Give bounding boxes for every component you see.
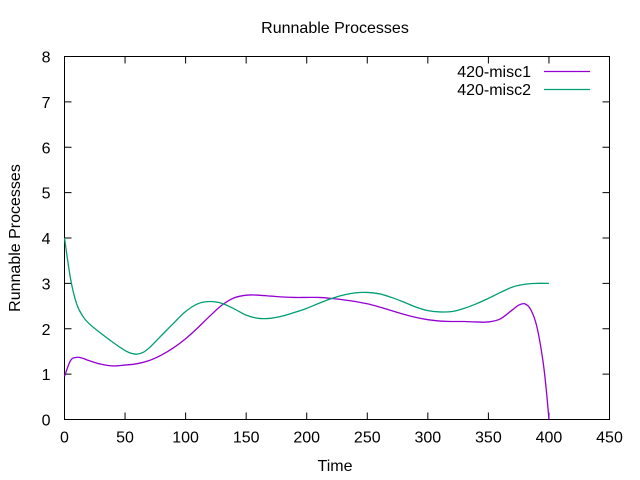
y-tick-label: 0 xyxy=(42,413,51,430)
x-tick-label: 100 xyxy=(172,430,199,447)
x-tick-label: 250 xyxy=(354,430,381,447)
y-tick-label: 6 xyxy=(42,140,51,157)
x-tick-label: 350 xyxy=(475,430,502,447)
series-line-2 xyxy=(63,237,549,355)
axis-ticks xyxy=(64,56,610,420)
x-tick-label: 150 xyxy=(233,430,260,447)
y-tick-label: 2 xyxy=(42,322,51,339)
x-tick-label: 200 xyxy=(293,430,320,447)
y-tick-label: 5 xyxy=(42,186,51,203)
x-tick-label: 50 xyxy=(116,430,134,447)
y-tick-labels: 0 1 2 3 4 5 6 7 8 xyxy=(42,50,51,430)
legend: 420-misc1 420-misc2 xyxy=(457,64,590,99)
x-tick-labels: 0 50 100 150 200 250 300 350 400 450 xyxy=(60,430,623,447)
x-tick-label: 300 xyxy=(414,430,441,447)
plot-area-frame xyxy=(64,56,610,420)
y-tick-label: 7 xyxy=(42,95,51,112)
chart-title: Runnable Processes xyxy=(261,20,409,37)
y-tick-label: 4 xyxy=(42,231,51,248)
x-axis-label: Time xyxy=(318,458,353,475)
y-tick-label: 3 xyxy=(42,276,51,293)
series-lines xyxy=(63,237,550,420)
y-axis-label: Runnable Processes xyxy=(7,164,24,312)
x-tick-label: 400 xyxy=(536,430,563,447)
x-tick-label: 450 xyxy=(596,430,623,447)
y-tick-label: 1 xyxy=(42,367,51,384)
legend-label-series-1: 420-misc1 xyxy=(457,64,531,81)
y-tick-label: 8 xyxy=(42,50,51,67)
legend-label-series-2: 420-misc2 xyxy=(457,82,531,99)
x-tick-label: 0 xyxy=(60,430,69,447)
series-line-1 xyxy=(63,294,550,420)
